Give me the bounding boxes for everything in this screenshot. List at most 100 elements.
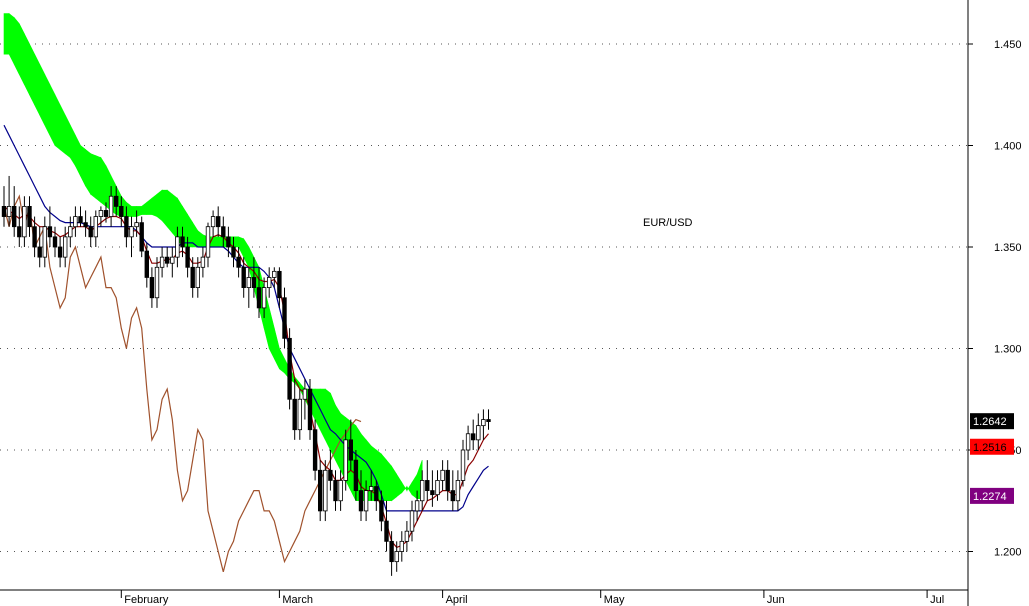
price-labels: 1.2642 1.2516 1.2274 (970, 413, 1014, 504)
candle (414, 490, 420, 522)
candle-body-down (277, 270, 282, 299)
candle-body-up (414, 500, 420, 512)
candle-body-down (317, 469, 323, 512)
candle-body-up (246, 277, 251, 289)
candle-body-up (6, 205, 12, 217)
cloud-segment-bullish (396, 473, 403, 498)
x-tick-label: May (604, 594, 625, 606)
candle (78, 206, 83, 227)
y-tick-label: 1.200 (994, 547, 1022, 559)
candle (384, 500, 389, 552)
cloud-segment-bullish (335, 404, 341, 471)
cloud-segment-bullish (90, 153, 97, 199)
candle-body-down (88, 226, 93, 238)
candle (333, 470, 338, 511)
cloud-segment-bullish (156, 189, 163, 222)
cloud-segment-bullish (151, 193, 158, 217)
candle (419, 470, 425, 511)
candle (470, 419, 476, 450)
candle (108, 186, 114, 227)
price-label: 1.2274 (970, 487, 1014, 504)
candle (486, 409, 491, 430)
candle (476, 413, 481, 450)
candle (323, 460, 328, 522)
candle (465, 425, 471, 461)
candle-body-down (384, 520, 389, 542)
candle-body-up (272, 270, 277, 278)
candle-body-up (266, 277, 272, 289)
candle (93, 210, 98, 247)
y-tick-label: 1.350 (994, 242, 1022, 254)
candle-body-down (47, 226, 53, 238)
candle-body-up (98, 210, 104, 217)
candle-body-up (195, 266, 200, 288)
candle-body-down (312, 429, 318, 471)
candle (63, 226, 68, 268)
candle-body-down (139, 222, 144, 252)
candle (195, 257, 200, 298)
candle-body-up (394, 551, 399, 563)
cloud-segment-bullish (80, 144, 86, 187)
candle-body-down (17, 226, 22, 238)
candle (358, 470, 364, 522)
candle (73, 206, 78, 237)
candle-body-up (297, 398, 302, 431)
cloud-segment-bullish (70, 125, 76, 167)
candle (343, 429, 348, 491)
instrument-label: EUR/USD (643, 217, 693, 229)
candle (287, 328, 292, 410)
candle (164, 247, 170, 268)
candle (399, 531, 404, 562)
candle (124, 206, 129, 247)
candle (103, 202, 109, 223)
candle (98, 206, 104, 227)
candle-body-up (22, 205, 27, 238)
candle (440, 460, 445, 491)
cloud-segment-bullish (39, 64, 46, 126)
candle-body-down (251, 277, 257, 289)
candle-body-up (134, 222, 139, 228)
kijun-line (3, 124, 489, 512)
candle-body-down (185, 246, 190, 268)
candle-body-down (119, 205, 124, 217)
candle (307, 378, 313, 440)
candle (134, 210, 139, 237)
candle (236, 247, 241, 278)
cloud-segment-bullish (29, 43, 35, 106)
candle-body-up (175, 236, 180, 258)
price-label-text: 1.2274 (973, 491, 1007, 503)
y-tick-label: 1.450 (994, 39, 1022, 51)
candle (368, 470, 374, 501)
candle (266, 267, 272, 298)
candle (282, 287, 287, 349)
cloud-segment-bullish (126, 201, 132, 217)
cloud-segment-bullish (172, 193, 178, 240)
candle (32, 216, 37, 258)
candle (481, 409, 486, 440)
candle (17, 206, 22, 247)
candle (251, 257, 257, 298)
cloud-segment-bullish (243, 237, 250, 268)
candle-body-up (419, 480, 425, 502)
candle (404, 521, 410, 552)
candle-body-down (486, 419, 491, 422)
candle (348, 419, 353, 471)
cloud-segment-bullish (75, 135, 81, 177)
cloud-segment-bullish (187, 213, 193, 248)
candle (210, 210, 216, 237)
candle (394, 541, 399, 572)
candle-body-down (144, 250, 149, 278)
candle-body-down (358, 490, 364, 512)
candle-body-up (302, 388, 308, 400)
cloud-segment-bullish (314, 388, 321, 430)
candle-body-up (63, 236, 68, 258)
candle-body-up (343, 439, 348, 481)
candle-body-down (379, 500, 384, 522)
candle-body-up (363, 490, 369, 512)
candle-body-down (430, 490, 435, 496)
x-tick-label: Jun (767, 594, 785, 606)
price-label-bg (970, 438, 1014, 455)
candle (6, 175, 12, 227)
x-tick-labels: February March April May Jun Jul (120, 590, 944, 606)
